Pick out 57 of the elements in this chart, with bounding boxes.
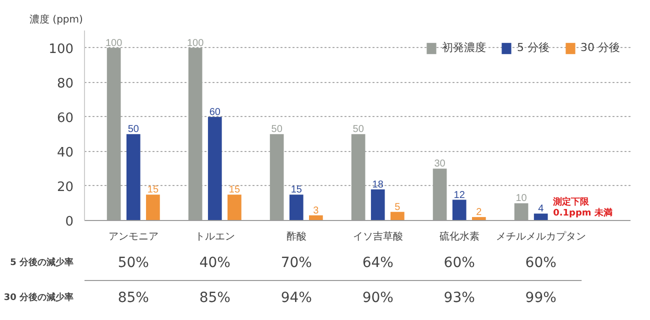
data-label: 5 [394,202,401,213]
text: 85% [199,290,230,306]
data-label: 15 [147,184,159,196]
data-label: 12 [454,190,466,201]
y-tick-label: 20 [56,180,74,195]
data-label: 15 [290,184,302,196]
x-tick-label: トルエン [194,232,235,242]
bar [452,200,466,220]
bar [208,116,222,220]
x-tick-label: 硫化水素 [439,230,480,242]
text: 30 分後の減少率 [4,292,74,303]
x-tick-label: メチルメルカプタン [496,230,586,242]
text: 94% [280,290,312,306]
x-tick-label: イソ吉草酸 [352,230,403,242]
y-tick-label: 0 [65,214,74,230]
bar [228,194,242,220]
bar [146,194,160,220]
annotation: 測定下限 0.1ppm 未満 [552,196,612,218]
data-label: 3 [313,205,320,216]
data-label: 60 [209,106,221,118]
legend-label: 初発濃度 [442,40,486,55]
text: 85% [118,290,149,306]
data-label: 50 [271,124,283,136]
data-label: 50 [128,124,140,136]
text: 60% [525,255,556,271]
data-label: 100 [186,38,204,49]
x-tick-label: アンモニア [108,232,158,242]
legend-label: 30 分後 [580,40,620,55]
bar [126,134,140,220]
bar [390,212,404,220]
bar [289,194,304,220]
data-label: 15 [228,184,240,196]
text: 99% [525,290,556,306]
data-label: 2 [476,207,482,218]
data-label: 10 [516,193,528,204]
y-tick-label: 100 [48,42,74,57]
text: 40% [199,255,230,271]
y-axis-title: 濃度 (ppm) [30,14,84,26]
y-tick-label: 40 [56,145,74,160]
text: 60% [444,255,475,271]
text: 90% [362,290,394,306]
y-tick-label: 80 [56,76,74,92]
y-tick-label: 60 [56,110,74,126]
text: 5 分後の減少率 [10,257,74,268]
data-label: 30 [434,158,446,170]
text: 70% [280,255,312,271]
x-tick-label: 酢酸 [286,230,306,242]
bar [534,214,548,220]
data-label: 50 [352,124,364,136]
data-label: 100 [105,38,123,49]
data-label: 4 [538,204,544,215]
data-label: 18 [372,179,384,190]
text: 50% [118,255,149,271]
text: 64% [362,255,394,271]
text: 93% [444,290,475,306]
bar [370,189,385,220]
legend-label: 5 分後 [517,40,550,55]
